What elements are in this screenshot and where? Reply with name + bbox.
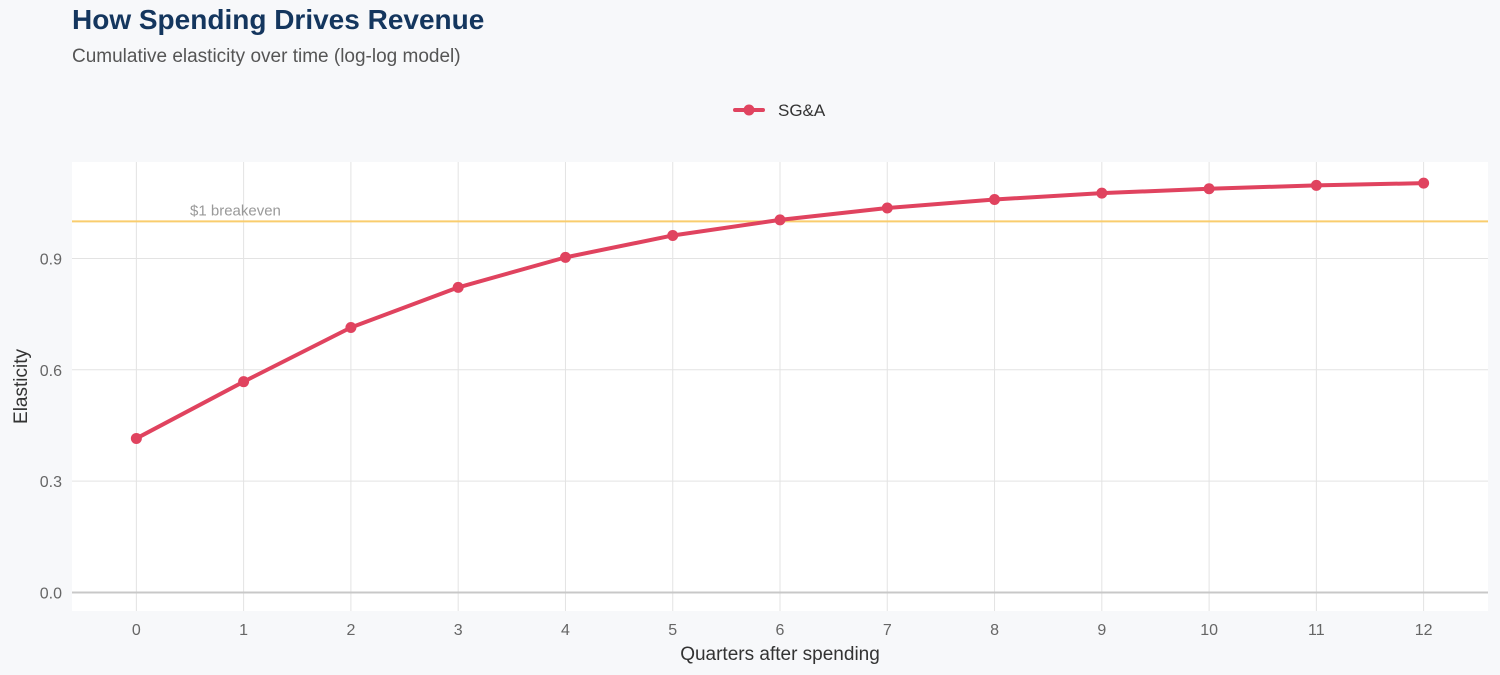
data-point-q10 (1203, 183, 1215, 195)
x-tick-label-6: 6 (776, 622, 785, 639)
series-group (130, 177, 1430, 444)
chart-title: How Spending Drives Revenue (72, 4, 485, 35)
data-point-q2 (345, 321, 357, 333)
x-axis-label: Quarters after spending (680, 644, 880, 665)
x-tick-label-1: 1 (239, 622, 248, 639)
data-point-q4 (559, 251, 571, 263)
legend-swatch-marker (743, 104, 755, 116)
data-point-q8 (989, 193, 1001, 205)
x-tick-label-3: 3 (454, 622, 463, 639)
x-tick-label-5: 5 (668, 622, 677, 639)
legend: SG&A (733, 101, 826, 120)
data-point-q12 (1418, 177, 1430, 189)
tick-labels: 0 1 2 3 4 5 6 7 8 9 10 11 120.00.30.60.9 (40, 251, 1433, 639)
chart-subtitle: Cumulative elasticity over time (log-log… (72, 46, 461, 67)
gridlines (72, 162, 1488, 611)
y-tick-label-0.0: 0.0 (40, 585, 62, 602)
y-tick-label-0.6: 0.6 (40, 363, 62, 380)
y-tick-label-0.9: 0.9 (40, 251, 62, 268)
x-tick-label-9: 9 (1097, 622, 1106, 639)
data-point-q1 (238, 376, 250, 388)
x-tick-label-7: 7 (883, 622, 892, 639)
x-tick-label-11: 11 (1308, 622, 1325, 639)
x-tick-label-2: 2 (346, 622, 355, 639)
data-point-q11 (1310, 179, 1322, 191)
legend-label-sga: SG&A (778, 101, 826, 120)
data-point-q9 (1096, 187, 1108, 199)
data-point-q5 (667, 229, 679, 241)
data-point-q0 (130, 432, 142, 444)
data-point-q7 (881, 202, 893, 214)
y-axis-label: Elasticity (11, 349, 32, 424)
x-tick-label-0: 0 (132, 622, 141, 639)
x-tick-label-10: 10 (1200, 622, 1218, 639)
breakeven-label: $1 breakeven (190, 202, 281, 219)
data-point-q6 (774, 214, 786, 226)
y-tick-label-0.3: 0.3 (40, 474, 62, 491)
x-tick-label-4: 4 (561, 622, 570, 639)
x-tick-label-12: 12 (1415, 622, 1433, 639)
data-point-q3 (452, 281, 464, 293)
x-tick-label-8: 8 (990, 622, 999, 639)
